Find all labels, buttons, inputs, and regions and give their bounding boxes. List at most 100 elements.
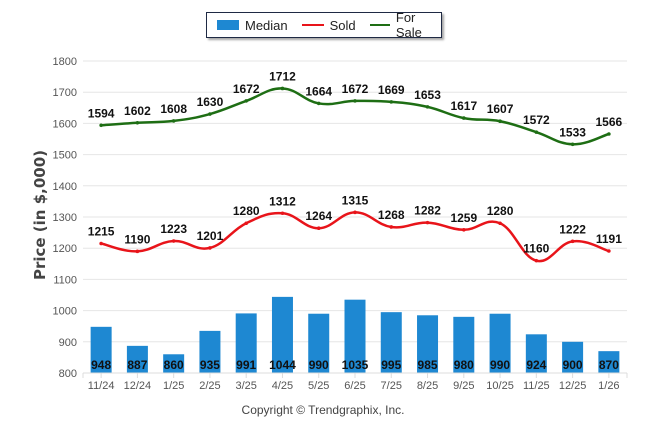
bar-value-label: 1044 [269,358,296,372]
sold-point [171,239,176,243]
legend-item-sold[interactable]: Sold [301,17,356,33]
x-tick-label: 9/25 [453,380,474,392]
for-sale-point [462,116,466,120]
bar-median [199,330,221,373]
y-tick-label: 1700 [53,87,77,99]
sold-point [316,226,321,231]
for-sale-point [425,105,430,109]
for-sale-point [353,99,357,103]
median-swatch-icon [217,20,239,30]
sold-value-label: 1160 [523,242,549,256]
sold-value-label: 1201 [197,229,224,243]
x-tick-label: 11/24 [88,380,115,392]
for-sale-value-label: 1672 [233,82,260,96]
bar-value-label: 924 [526,358,546,372]
gridlines [83,60,627,374]
sold-value-label: 1268 [378,208,405,222]
x-tick-label: 8/25 [417,380,438,392]
y-tick-label: 1400 [53,181,77,193]
y-axis-ticks: 800 900 1000 1100 1200 1300 1400 1500 1600 1700 18… [53,56,77,380]
bar-value-label: 935 [200,358,220,372]
sold-value-label: 1315 [342,193,369,207]
for-sale-value-label: 1533 [559,125,586,139]
for-sale-value-label: 1617 [450,99,477,113]
x-tick-label: 1/25 [163,380,184,392]
copyright-footer: Copyright © Trendgraphix, Inc. [241,403,405,417]
for-sale-point [171,119,176,123]
x-axis: 11/24 12/24 1/25 2/25 3/25 4/25 5/25 6/25 7/25 8/… [82,372,628,392]
for-sale-value-label: 1572 [523,113,550,127]
y-tick-label: 800 [59,368,77,380]
sold-point [462,227,466,232]
bar-median [562,341,584,373]
sold-point [244,221,248,226]
for-sale-point [316,101,321,106]
bar-median [344,299,366,373]
for-sale-point [208,112,212,116]
for-sale-value-label: 1712 [269,69,296,83]
sold-point [425,220,430,225]
for-sale-value-label: 1653 [414,88,441,102]
x-tick-label: 11/25 [523,380,550,392]
bar-median [417,315,439,373]
for-sale-point [607,132,611,136]
data-labels: 948 887 860 935 991 1044 990 1035 995 985 980 990 92… [88,69,623,372]
x-tick-label: 10/25 [486,380,514,392]
for-sale-value-label: 1664 [305,84,332,98]
x-tick-label: 1/26 [598,380,619,392]
x-tick-label: 5/25 [308,380,329,392]
for-sale-value-label: 1608 [160,102,187,116]
for-sale-value-label: 1672 [342,82,369,96]
bar-value-label: 900 [563,358,583,372]
sold-value-label: 1222 [559,222,586,236]
sold-value-label: 1264 [305,209,332,223]
bar-value-label: 948 [91,358,111,372]
bar-median [453,316,475,373]
bar-median [126,345,148,373]
bar-median [90,326,112,373]
bar-median [235,313,257,373]
bar-median [489,313,511,373]
x-tick-label: 3/25 [235,380,256,392]
for-sale-point [570,142,575,147]
sold-value-label: 1215 [88,225,115,239]
y-tick-label: 1100 [53,274,77,286]
for-sale-point [389,100,394,104]
for-sale-point [135,120,140,125]
bar-value-label: 990 [490,358,510,372]
for-sale-point [534,130,539,134]
sold-value-label: 1280 [487,204,514,218]
legend-item-median[interactable]: Median [217,18,288,33]
sold-point [99,241,103,246]
x-tick-label: 2/25 [199,380,220,392]
for-sale-value-label: 1630 [197,95,224,109]
price-lines [99,86,611,263]
sold-value-label: 1191 [596,232,622,246]
sold-value-label: 1280 [233,204,260,218]
legend-label: Sold [329,17,356,33]
y-tick-label: 1600 [53,118,77,130]
for-sale-value-label: 1669 [378,83,405,97]
x-tick-label: 7/25 [381,380,402,392]
bar-median [308,313,330,373]
sold-value-label: 1312 [269,194,296,208]
bar-value-label: 887 [127,358,147,372]
sold-value-label: 1223 [160,222,187,236]
y-axis-title: Price (in $,000) [31,149,49,281]
for-sale-point [280,86,285,91]
bar-value-label: 995 [381,358,401,372]
y-tick-label: 1800 [53,56,77,68]
sold-point [353,210,357,215]
for-sale-value-label: 1566 [596,115,623,129]
bar-median [380,312,402,373]
bar-value-label: 991 [236,358,256,372]
sold-value-label: 1190 [124,232,150,246]
sold-point [280,211,285,216]
bar-value-label: 990 [309,358,329,372]
legend: Median Sold For Sale [206,10,442,40]
legend-label: For Sale [395,10,422,40]
sold-swatch-icon [301,24,324,26]
legend-item-for-sale[interactable]: For Sale [369,10,441,40]
for-sale-value-label: 1594 [88,106,115,120]
bar-median [598,351,620,373]
